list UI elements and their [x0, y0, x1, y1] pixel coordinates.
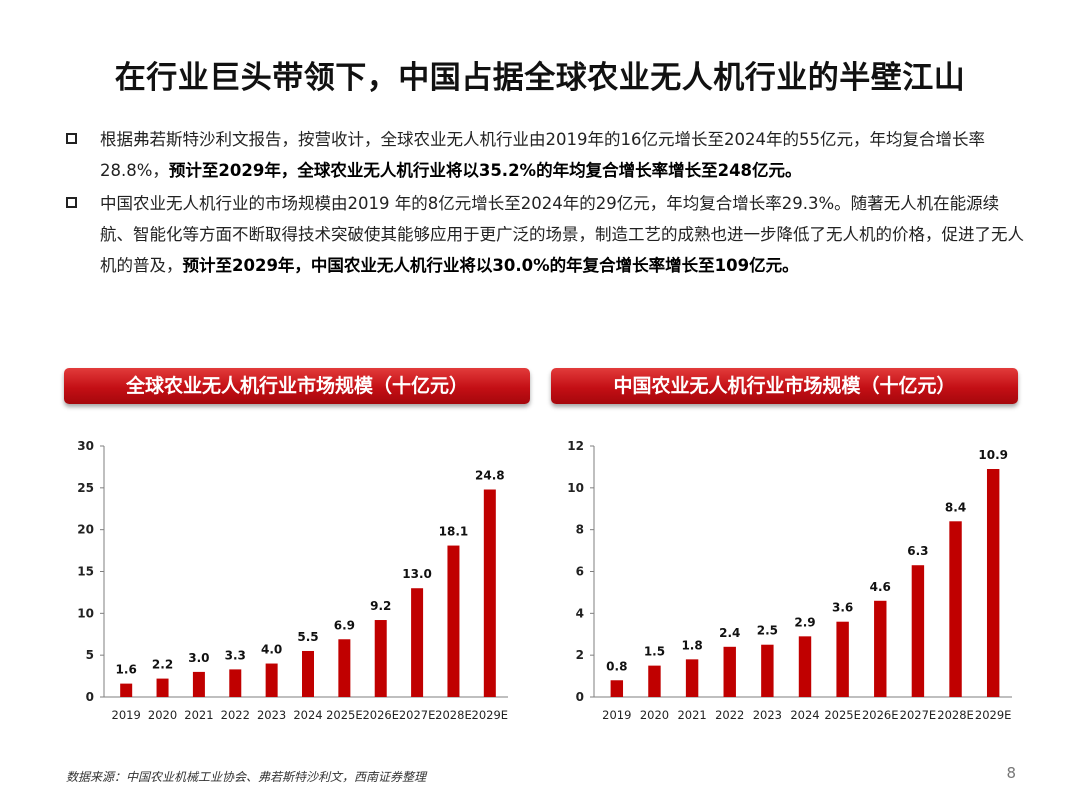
y-tick-label: 15	[77, 565, 94, 579]
data-label: 2.5	[757, 624, 778, 638]
data-label: 24.8	[475, 469, 505, 483]
y-tick-label: 30	[77, 439, 94, 453]
x-tick-label: 2022	[221, 708, 250, 722]
bar-2025E	[836, 621, 849, 697]
bar-2024	[798, 636, 812, 697]
slide-title: 在行业巨头带领下，中国占据全球农业无人机行业的半壁江山	[114, 60, 966, 96]
global-chart-title: 全球农业无人机行业市场规模（十亿元）	[64, 368, 530, 404]
y-tick-label: 25	[77, 481, 94, 495]
global-market-size-chart: 0 5 10 15 20 25 30 1.6 2019 2.2 2020 3.0 2021 3.3 2022…	[77, 439, 509, 722]
bar-2020	[156, 678, 169, 697]
bar-2020	[648, 665, 661, 697]
x-tick-label: 2020	[640, 708, 669, 722]
bullet-1-normal: 根据弗若斯特沙利文报告，按营收计，全球农业无人机行业由2019年的16亿元增长至…	[100, 130, 985, 180]
data-label: 1.5	[644, 645, 665, 659]
x-tick-label: 2024	[790, 708, 819, 722]
bullet-1-bold: 预计至2029年，全球农业无人机行业将以35.2%的年均复合增长率增长至248亿…	[168, 161, 802, 180]
bar-2021	[192, 671, 205, 697]
data-label: 6.9	[334, 618, 355, 632]
x-tick-label: 2029E	[472, 708, 509, 722]
data-label: 18.1	[439, 525, 469, 539]
bullet-1-text: 根据弗若斯特沙利文报告，按营收计，全球农业无人机行业由2019年的16亿元增长至…	[100, 124, 1026, 186]
bar-2022	[723, 646, 736, 697]
bar-2026E	[374, 620, 387, 697]
y-tick-label: 0	[576, 690, 584, 704]
data-label: 8.4	[945, 500, 966, 514]
bullet-1: 根据弗若斯特沙利文报告，按营收计，全球农业无人机行业由2019年的16亿元增长至…	[66, 124, 1026, 186]
data-label: 5.5	[297, 630, 318, 644]
bar-2027E	[911, 565, 925, 697]
china-chart-title: 中国农业无人机行业市场规模（十亿元）	[551, 368, 1018, 404]
y-tick-label: 10	[77, 606, 94, 620]
data-label: 0.8	[606, 659, 627, 673]
bar-2026E	[874, 600, 887, 697]
bullet-2-bold: 预计至2029年，中国农业无人机行业将以30.0%的年复合增长率增长至109亿元…	[182, 256, 799, 275]
x-tick-label: 2028E	[435, 708, 472, 722]
bar-2029E	[483, 489, 496, 697]
bullet-2-text: 中国农业无人机行业的市场规模由2019 年的8亿元增长至2024年的29亿元，年…	[100, 188, 1026, 281]
x-tick-label: 2022	[715, 708, 744, 722]
y-tick-label: 6	[576, 565, 584, 579]
data-label: 3.3	[225, 648, 246, 662]
data-label: 6.3	[907, 544, 928, 558]
y-tick-label: 0	[86, 690, 94, 704]
data-label: 2.9	[794, 615, 815, 629]
x-tick-label: 2024	[293, 708, 322, 722]
x-tick-label: 2026E	[362, 708, 399, 722]
data-label: 2.4	[719, 626, 740, 640]
y-tick-label: 12	[567, 439, 584, 453]
bar-2028E	[447, 545, 460, 697]
x-tick-label: 2025E	[824, 708, 861, 722]
data-label: 1.8	[681, 638, 702, 652]
x-tick-label: 2021	[677, 708, 706, 722]
x-tick-label: 2019	[112, 708, 141, 722]
data-label: 4.0	[261, 643, 282, 657]
bar-2027E	[411, 588, 424, 697]
x-tick-label: 2021	[184, 708, 213, 722]
bar-2019	[120, 683, 133, 697]
data-label: 3.6	[832, 601, 853, 615]
bullet-2: 中国农业无人机行业的市场规模由2019 年的8亿元增长至2024年的29亿元，年…	[66, 188, 1026, 281]
y-tick-label: 20	[77, 523, 94, 537]
y-tick-label: 5	[86, 648, 94, 662]
square-bullet-icon	[66, 133, 77, 144]
page-number: 8	[1006, 764, 1016, 782]
y-tick-label: 4	[576, 606, 584, 620]
x-tick-label: 2023	[753, 708, 782, 722]
source-note: 数据来源：中国农业机械工业协会、弗若斯特沙利文，西南证券整理	[66, 770, 427, 784]
bar-2024	[302, 650, 314, 697]
bar-2021	[685, 659, 699, 697]
x-tick-label: 2023	[257, 708, 286, 722]
x-tick-label: 2027E	[900, 708, 937, 722]
y-tick-label: 8	[576, 523, 584, 537]
x-tick-label: 2019	[602, 708, 631, 722]
bar-2023	[761, 644, 774, 697]
data-label: 9.2	[370, 599, 391, 613]
data-label: 13.0	[402, 567, 432, 581]
data-label: 10.9	[978, 448, 1008, 462]
y-tick-label: 2	[576, 648, 584, 662]
bar-2028E	[949, 521, 962, 697]
bar-2023	[265, 663, 278, 697]
data-label: 2.2	[152, 658, 173, 672]
data-label: 1.6	[116, 663, 137, 677]
data-label: 3.0	[188, 651, 209, 665]
bar-2022	[229, 669, 242, 697]
bar-2019	[610, 680, 624, 697]
square-bullet-icon	[66, 197, 77, 208]
x-tick-label: 2026E	[862, 708, 899, 722]
data-label: 4.6	[870, 580, 891, 594]
bar-2025E	[338, 639, 351, 697]
y-tick-label: 10	[567, 481, 584, 495]
bar-2029E	[986, 469, 1000, 697]
x-tick-label: 2020	[148, 708, 177, 722]
x-tick-label: 2027E	[399, 708, 436, 722]
china-market-size-chart: 0 2 4 6 8 10 12 0.8 2019 1.5 2020 1.8 2021 2.4 2022 2.5…	[567, 439, 1012, 722]
bullet-2-normal: 中国农业无人机行业的市场规模由2019 年的8亿元增长至2024年的29亿元，年…	[100, 194, 1024, 275]
x-tick-label: 2029E	[975, 708, 1012, 722]
x-tick-label: 2025E	[326, 708, 363, 722]
x-tick-label: 2028E	[937, 708, 974, 722]
